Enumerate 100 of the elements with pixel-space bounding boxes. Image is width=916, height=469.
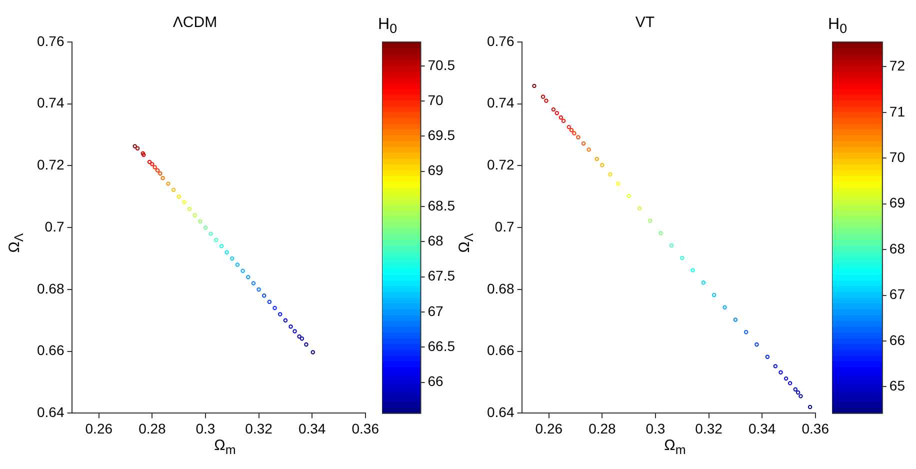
point bbox=[132, 144, 137, 148]
point bbox=[600, 163, 604, 168]
color-bar-label: 65 bbox=[889, 378, 906, 394]
point bbox=[540, 94, 546, 99]
point bbox=[267, 300, 272, 304]
color-bar-label: 68 bbox=[889, 240, 906, 256]
point bbox=[251, 281, 256, 286]
point bbox=[155, 168, 160, 172]
point bbox=[637, 206, 642, 211]
point bbox=[152, 165, 157, 170]
point bbox=[608, 172, 612, 176]
y-tick-label: 0.7 bbox=[44, 218, 64, 234]
point bbox=[256, 287, 261, 292]
point bbox=[733, 318, 738, 322]
point bbox=[176, 194, 181, 199]
point bbox=[135, 146, 140, 151]
point bbox=[561, 118, 566, 123]
color-bar-label: 69 bbox=[428, 162, 444, 178]
point bbox=[192, 213, 197, 218]
y-tick-label: 0.64 bbox=[37, 404, 64, 420]
point bbox=[150, 162, 154, 166]
x-axis-title: Ω$_{m}$ bbox=[663, 437, 687, 457]
point bbox=[551, 107, 556, 112]
y-tick-label: 0.66 bbox=[37, 342, 64, 358]
point bbox=[626, 194, 631, 198]
point bbox=[278, 312, 282, 316]
x-tick-label: 0.28 bbox=[138, 420, 166, 436]
x-tick-label: 0.26 bbox=[535, 420, 563, 436]
point bbox=[701, 280, 706, 285]
point bbox=[235, 262, 240, 267]
point bbox=[166, 182, 170, 186]
point bbox=[744, 330, 748, 334]
point bbox=[262, 294, 266, 298]
point bbox=[300, 336, 304, 341]
y-tick-label: 0.76 bbox=[487, 32, 514, 49]
point bbox=[778, 370, 783, 374]
point bbox=[765, 354, 770, 359]
y-tick-label: 0.7 bbox=[494, 218, 514, 234]
point bbox=[798, 394, 803, 398]
x-tick-label: 0.34 bbox=[298, 420, 326, 436]
y-tick-label: 0.74 bbox=[37, 94, 64, 111]
color-bar-label: 66 bbox=[889, 332, 906, 348]
point bbox=[208, 232, 213, 236]
color-bar-label: 69 bbox=[889, 194, 906, 211]
chart-title: VT bbox=[635, 14, 655, 31]
point bbox=[272, 306, 277, 310]
point bbox=[712, 292, 716, 298]
x-tick-label: 0.36 bbox=[802, 420, 830, 436]
y-tick-label: 0.66 bbox=[487, 342, 514, 358]
y-tick-label: 0.68 bbox=[487, 280, 514, 296]
color-bar-title: H$_{0}$ bbox=[378, 16, 397, 36]
point bbox=[648, 218, 652, 223]
color-bar-label: 72 bbox=[889, 58, 906, 74]
point bbox=[142, 152, 146, 158]
x-tick-label: 0.34 bbox=[748, 420, 776, 436]
x-tick-label: 0.32 bbox=[695, 420, 723, 436]
point bbox=[586, 148, 591, 152]
point bbox=[680, 256, 684, 260]
x-tick-label: 0.32 bbox=[245, 420, 273, 436]
point bbox=[198, 219, 202, 224]
x-axis-title: Ω$_{m}$ bbox=[213, 437, 237, 457]
point bbox=[532, 84, 536, 88]
point bbox=[297, 334, 302, 339]
point bbox=[147, 160, 152, 164]
point bbox=[558, 115, 563, 120]
point bbox=[554, 111, 559, 116]
point bbox=[187, 206, 192, 212]
point bbox=[544, 98, 548, 103]
point bbox=[224, 250, 229, 254]
point bbox=[140, 151, 145, 156]
color-bar-title: H$_{0}$ bbox=[828, 16, 847, 36]
point bbox=[669, 243, 674, 248]
y-tick-label: 0.72 bbox=[37, 156, 64, 173]
color-bar-label: 68 bbox=[428, 232, 444, 249]
point bbox=[292, 329, 297, 334]
x-tick-label: 0.36 bbox=[352, 420, 380, 436]
point bbox=[722, 305, 727, 310]
y-tick-label: 0.72 bbox=[487, 156, 514, 173]
point bbox=[246, 274, 250, 280]
point bbox=[569, 128, 574, 132]
point bbox=[793, 387, 798, 392]
point bbox=[754, 342, 759, 347]
y-tick-label: 0.76 bbox=[37, 32, 64, 49]
point bbox=[796, 390, 800, 395]
x-tick-label: 0.26 bbox=[85, 420, 113, 436]
color-bar-label: 70 bbox=[428, 92, 444, 108]
x-tick-label: 0.3 bbox=[196, 420, 216, 436]
color-bar-label: 70 bbox=[889, 148, 906, 165]
point bbox=[616, 182, 620, 186]
point bbox=[310, 350, 315, 354]
point bbox=[182, 200, 186, 204]
color-bar-label: 69.5 bbox=[428, 127, 456, 144]
y-tick-label: 0.64 bbox=[487, 404, 514, 420]
point bbox=[214, 238, 218, 242]
point bbox=[158, 171, 162, 176]
point bbox=[171, 188, 176, 192]
point bbox=[572, 131, 576, 136]
point bbox=[566, 124, 571, 130]
y-tick-label: 0.74 bbox=[487, 94, 514, 111]
color-bar-label: 67.5 bbox=[428, 268, 456, 284]
